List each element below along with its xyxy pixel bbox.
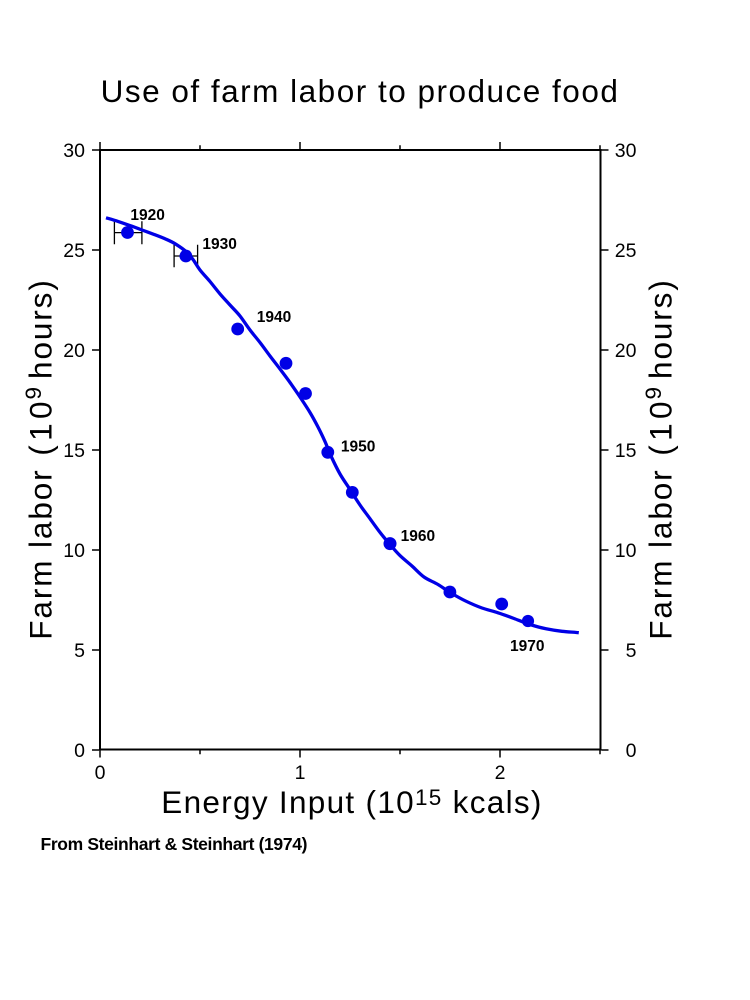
svg-text:Use of farm labor to produce f: Use of farm labor to produce food xyxy=(101,73,620,109)
svg-text:20: 20 xyxy=(63,340,85,362)
svg-text:25: 25 xyxy=(63,240,85,262)
svg-text:5: 5 xyxy=(626,640,637,662)
svg-text:25: 25 xyxy=(615,240,637,262)
svg-text:0: 0 xyxy=(74,740,85,762)
svg-text:10: 10 xyxy=(63,540,85,562)
svg-text:Farm labor (109 hours): Farm labor (109 hours) xyxy=(641,278,679,639)
svg-text:15: 15 xyxy=(63,440,85,462)
svg-text:1930: 1930 xyxy=(202,236,236,253)
svg-text:1940: 1940 xyxy=(257,309,291,326)
svg-text:From Steinhart & Steinhart (19: From Steinhart & Steinhart (1974) xyxy=(41,834,308,854)
svg-text:1970: 1970 xyxy=(510,638,544,655)
svg-text:30: 30 xyxy=(615,140,637,162)
svg-text:15: 15 xyxy=(615,440,637,462)
svg-text:20: 20 xyxy=(615,340,637,362)
svg-text:Energy Input (1015 kcals): Energy Input (1015 kcals) xyxy=(161,784,542,820)
svg-text:1920: 1920 xyxy=(130,207,164,224)
svg-text:1: 1 xyxy=(295,762,306,784)
svg-text:5: 5 xyxy=(74,640,85,662)
svg-text:Farm labor (109 hours): Farm labor (109 hours) xyxy=(21,278,59,639)
svg-text:0: 0 xyxy=(95,762,106,784)
svg-text:1960: 1960 xyxy=(401,528,435,545)
svg-text:10: 10 xyxy=(615,540,637,562)
svg-text:2: 2 xyxy=(495,762,506,784)
svg-text:0: 0 xyxy=(626,740,637,762)
svg-text:1950: 1950 xyxy=(341,439,375,456)
svg-text:30: 30 xyxy=(63,140,85,162)
